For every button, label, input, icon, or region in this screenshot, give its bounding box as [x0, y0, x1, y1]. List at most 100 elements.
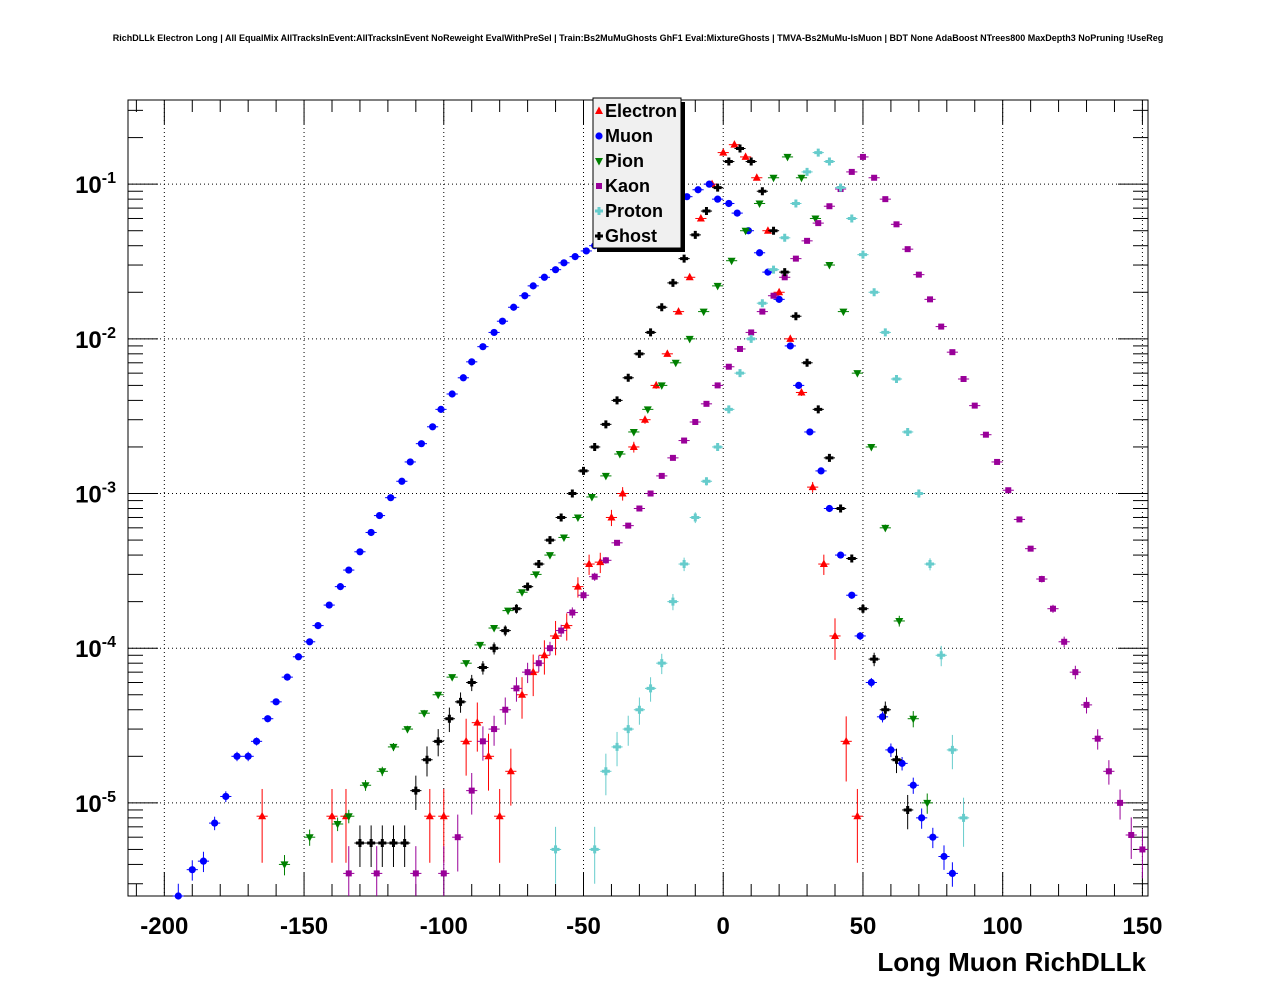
x-tick-label: -100 [420, 913, 468, 940]
y-tick-label: 10-2 [75, 325, 116, 354]
ghost-point [736, 144, 744, 153]
pion-point [671, 359, 680, 368]
muon-point [429, 423, 437, 431]
y-tick-label: 10-1 [75, 170, 116, 199]
pion-point [699, 308, 708, 317]
proton-point [657, 659, 666, 668]
kaon-point [949, 349, 956, 356]
electron-point [741, 152, 750, 160]
electron-point [752, 173, 761, 181]
electron-point [258, 811, 267, 820]
proton-point [769, 265, 778, 274]
muon-point [406, 458, 414, 466]
legend-marker-pion [595, 158, 603, 166]
kaon-point [636, 505, 643, 512]
muon-point [398, 477, 406, 485]
muon-point [356, 548, 364, 556]
kaon-point [546, 645, 553, 652]
muon-point [375, 511, 384, 520]
kaon-point [412, 870, 419, 877]
ghost-point [411, 786, 420, 795]
muon-point [325, 601, 333, 609]
pion-point [741, 227, 750, 236]
kaon-point [1128, 831, 1135, 838]
ghost-point [702, 207, 711, 216]
ghost-point [657, 303, 666, 312]
kaon-point [748, 329, 755, 336]
legend-marker-kaon [596, 183, 602, 189]
legend-label-proton: Proton [605, 201, 663, 221]
muon-point [909, 781, 917, 789]
muon-point [336, 583, 344, 591]
pion-point [403, 726, 412, 734]
pion-point [839, 308, 848, 317]
proton-point [914, 489, 923, 498]
kaon-point [714, 382, 721, 389]
electron-point [618, 489, 627, 497]
proton-point [747, 334, 756, 343]
kaon-point [1139, 846, 1146, 853]
kaon-point [826, 203, 833, 210]
muon-point [714, 195, 722, 203]
kaon-point [893, 221, 900, 228]
legend-label-kaon: Kaon [605, 176, 650, 196]
muon-point [898, 759, 906, 767]
kaon-point [681, 437, 688, 444]
muon-point [725, 199, 733, 208]
muon-point [551, 266, 560, 274]
proton-point [926, 560, 935, 569]
kaon-point [468, 787, 475, 794]
electron-point [652, 380, 661, 389]
kaon-point [815, 220, 822, 227]
muon-point [817, 467, 825, 475]
pion-point [490, 625, 499, 633]
ghost-point [769, 226, 778, 235]
ghost-point [490, 644, 499, 653]
legend-label-pion: Pion [605, 151, 644, 171]
pion-point [923, 799, 932, 808]
proton-point [881, 328, 890, 337]
x-tick-label: -50 [566, 913, 601, 940]
ghost-point [389, 839, 398, 848]
kaon-point [703, 400, 710, 407]
pion-point [361, 782, 370, 790]
electron-point [853, 811, 862, 820]
ghost-point [523, 582, 532, 591]
ghost-point [691, 230, 700, 239]
electron-point [425, 811, 434, 820]
pion-point [434, 691, 443, 700]
x-tick-label: 150 [1122, 913, 1162, 940]
kaon-point [602, 557, 609, 564]
pion-point [811, 215, 820, 223]
muon-point [848, 591, 856, 599]
series-proton [549, 148, 970, 884]
ghost-point [423, 755, 432, 764]
muon-point [755, 249, 764, 257]
electron-point [629, 442, 638, 450]
electron-point [730, 140, 739, 148]
proton-point [590, 845, 599, 854]
kaon-point [960, 375, 967, 382]
muon-point [560, 259, 568, 267]
kaon-point [491, 726, 498, 733]
pion-point [518, 589, 527, 597]
muon-point [314, 621, 322, 630]
ghost-point [355, 839, 364, 848]
pion-point [881, 524, 890, 533]
kaon-point [647, 490, 654, 497]
ghost-point [400, 839, 409, 848]
proton-point [680, 560, 689, 569]
ghost-point [579, 466, 588, 475]
muon-point [306, 638, 314, 646]
kaon-point [1117, 799, 1124, 806]
y-tick-label: 10-4 [75, 634, 116, 663]
kaon-point [792, 255, 799, 262]
proton-point [937, 651, 946, 660]
electron-point [786, 334, 795, 342]
kaon-point [994, 458, 1001, 465]
pion-point [643, 406, 652, 414]
muon-point [468, 358, 476, 366]
ghost-point [713, 183, 722, 192]
electron-point [674, 307, 683, 315]
muon-point [521, 292, 529, 300]
